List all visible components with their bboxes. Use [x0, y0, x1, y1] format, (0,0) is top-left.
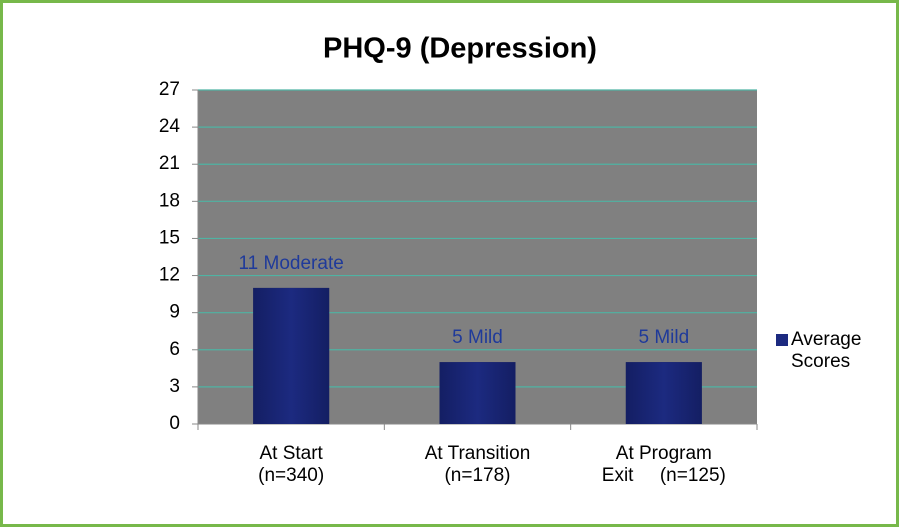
y-tick-label: 24	[159, 116, 181, 137]
y-tick-label: 27	[159, 79, 180, 100]
chart-title: PHQ-9 (Depression)	[323, 33, 597, 65]
y-tick-label: 21	[159, 153, 180, 174]
y-tick-label: 6	[169, 339, 180, 360]
y-tick-label: 15	[159, 227, 180, 248]
y-tick-label: 0	[169, 413, 180, 434]
y-tick-label: 3	[169, 376, 180, 397]
y-tick-label: 12	[159, 265, 180, 286]
legend-label: Average Scores	[791, 329, 861, 372]
bar	[625, 362, 702, 424]
y-tick-label: 9	[169, 302, 180, 323]
legend-swatch	[776, 334, 788, 346]
x-tick-label: At Start (n=340)	[258, 443, 324, 486]
data-label: 5 Mild	[638, 327, 689, 348]
y-tick-label: 18	[159, 190, 180, 211]
data-label: 11 Moderate	[239, 253, 344, 274]
bar	[253, 287, 330, 424]
x-tick-label: At Program Exit (n=125)	[602, 443, 726, 486]
x-tick-label: At Transition (n=178)	[425, 443, 531, 486]
bar	[439, 362, 516, 424]
data-label: 5 Mild	[452, 327, 503, 348]
